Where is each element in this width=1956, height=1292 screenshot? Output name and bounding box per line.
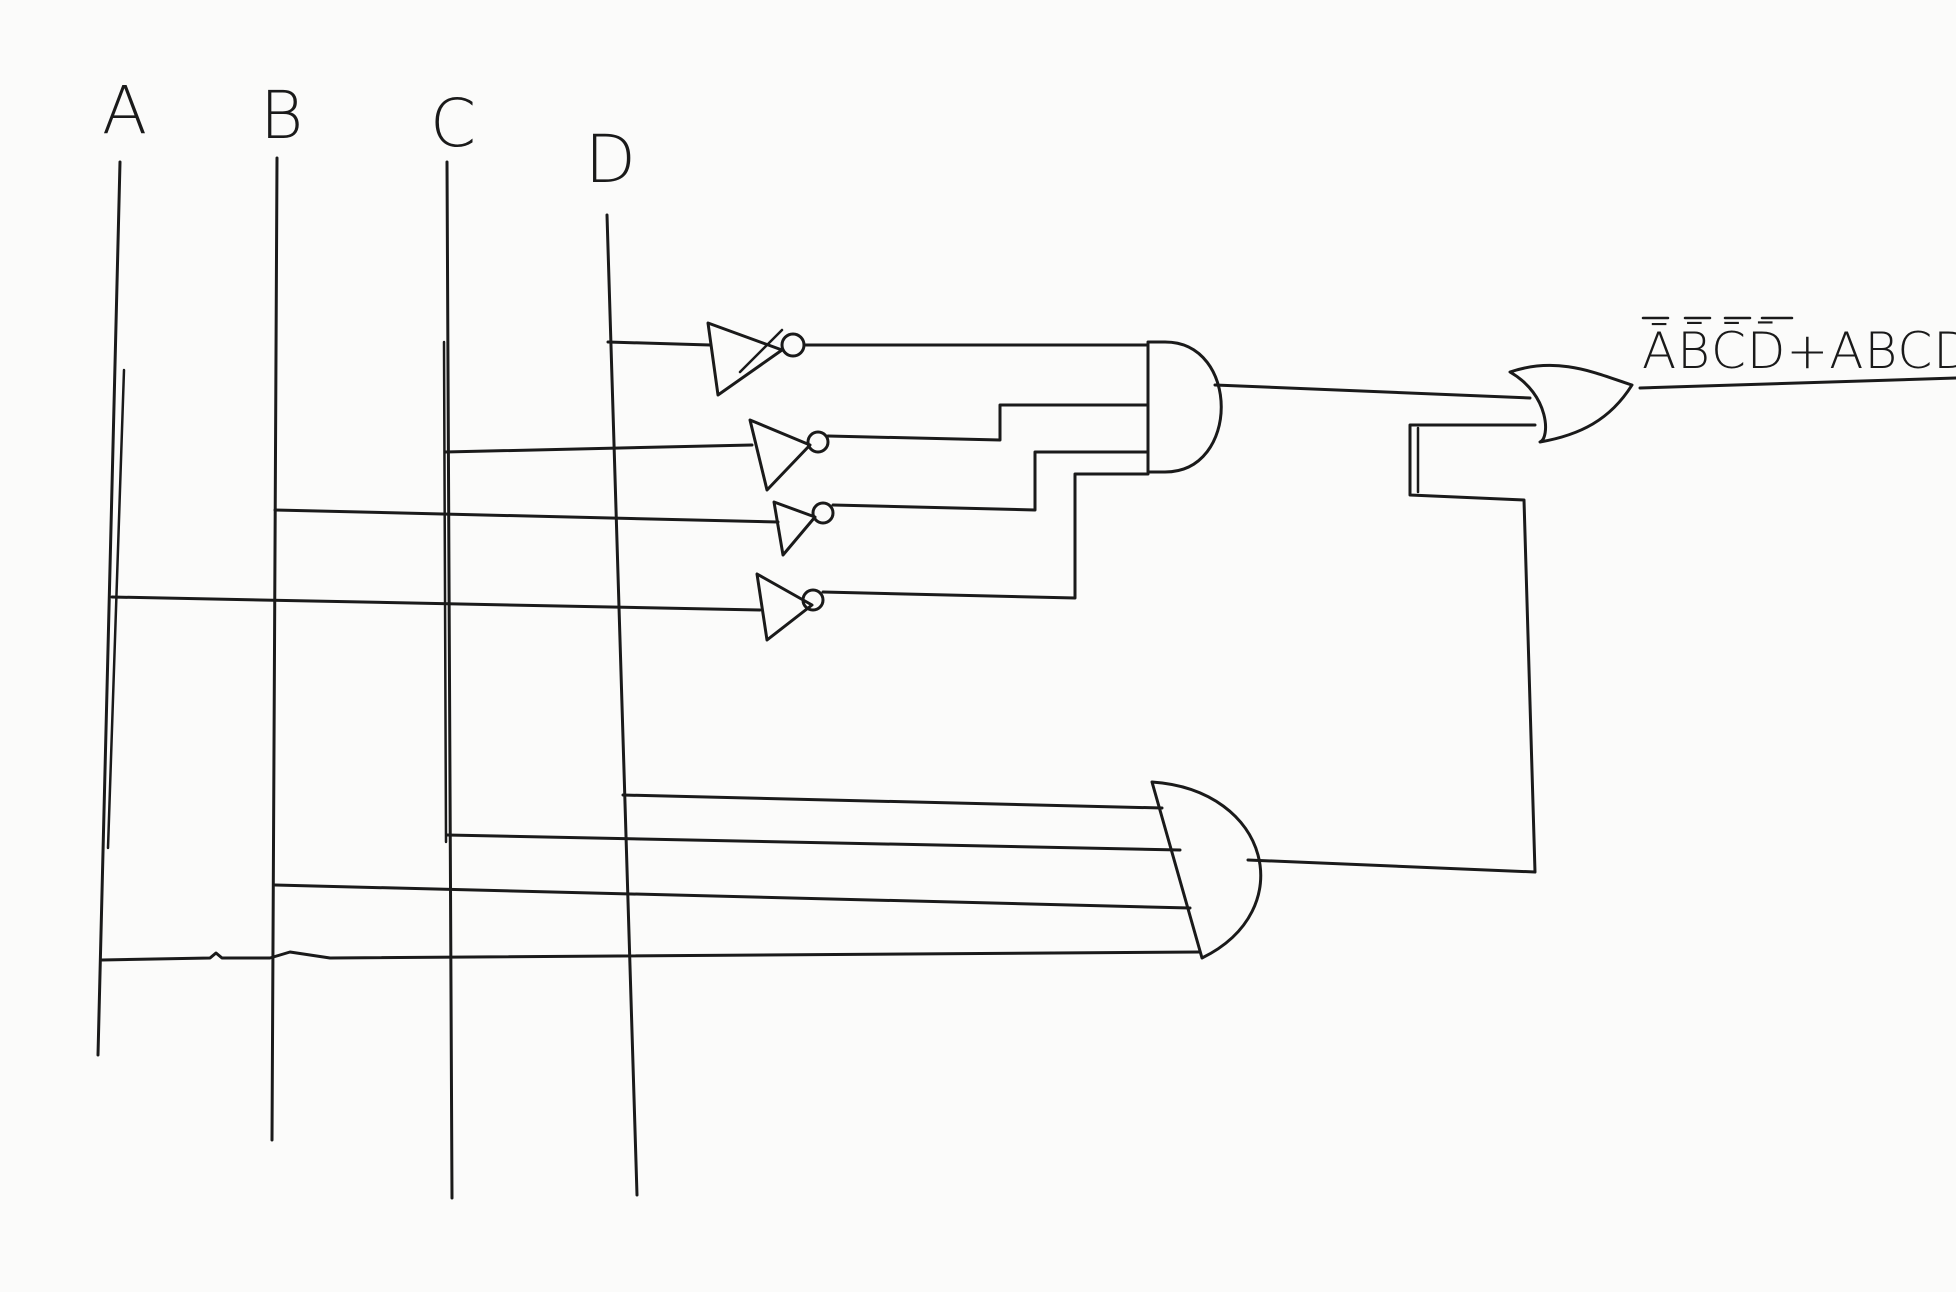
wire-nota-out bbox=[821, 472, 1150, 600]
output-expression: ĀB̄C̄D̄+ABCD bbox=[1642, 320, 1956, 380]
or-gate bbox=[1508, 363, 1634, 444]
wire-b-to-and2 bbox=[273, 883, 1192, 910]
rail-d bbox=[605, 213, 639, 1197]
and-gate-2 bbox=[1150, 780, 1263, 960]
input-label-c: C bbox=[430, 85, 476, 162]
wire-d-to-and2 bbox=[621, 793, 1164, 810]
wire-a-to-not bbox=[110, 595, 762, 612]
not-gate-b bbox=[772, 500, 835, 557]
wire-c-to-not bbox=[443, 443, 754, 454]
wire-and1-to-or bbox=[1213, 383, 1532, 400]
wire-and2-to-or bbox=[1246, 423, 1537, 874]
input-label-a: A bbox=[102, 72, 147, 149]
rail-c-double bbox=[442, 340, 448, 844]
wire-notb-out bbox=[831, 450, 1150, 512]
input-label-d: D bbox=[585, 121, 636, 198]
output-wire bbox=[1638, 376, 1956, 390]
not-output-wires bbox=[802, 343, 1150, 600]
wire-d-to-not bbox=[606, 340, 712, 347]
rail-a-double bbox=[106, 368, 126, 850]
and-gate-1 bbox=[1146, 340, 1223, 474]
input-label-b: B bbox=[260, 77, 303, 154]
wire-c-to-and2 bbox=[445, 833, 1182, 852]
and2-input-wires bbox=[100, 793, 1202, 962]
not-input-wires bbox=[110, 340, 780, 612]
not-gate-a bbox=[755, 572, 825, 642]
rail-b bbox=[270, 156, 279, 1142]
rail-a bbox=[96, 160, 122, 1057]
not-gate-c bbox=[748, 418, 830, 492]
rail-c bbox=[445, 160, 454, 1200]
wire-notc-out bbox=[826, 403, 1150, 442]
input-rails bbox=[96, 156, 639, 1200]
wire-a-to-and2 bbox=[100, 950, 1202, 962]
wire-b-to-not bbox=[273, 508, 780, 524]
not-gate-d bbox=[706, 321, 806, 397]
